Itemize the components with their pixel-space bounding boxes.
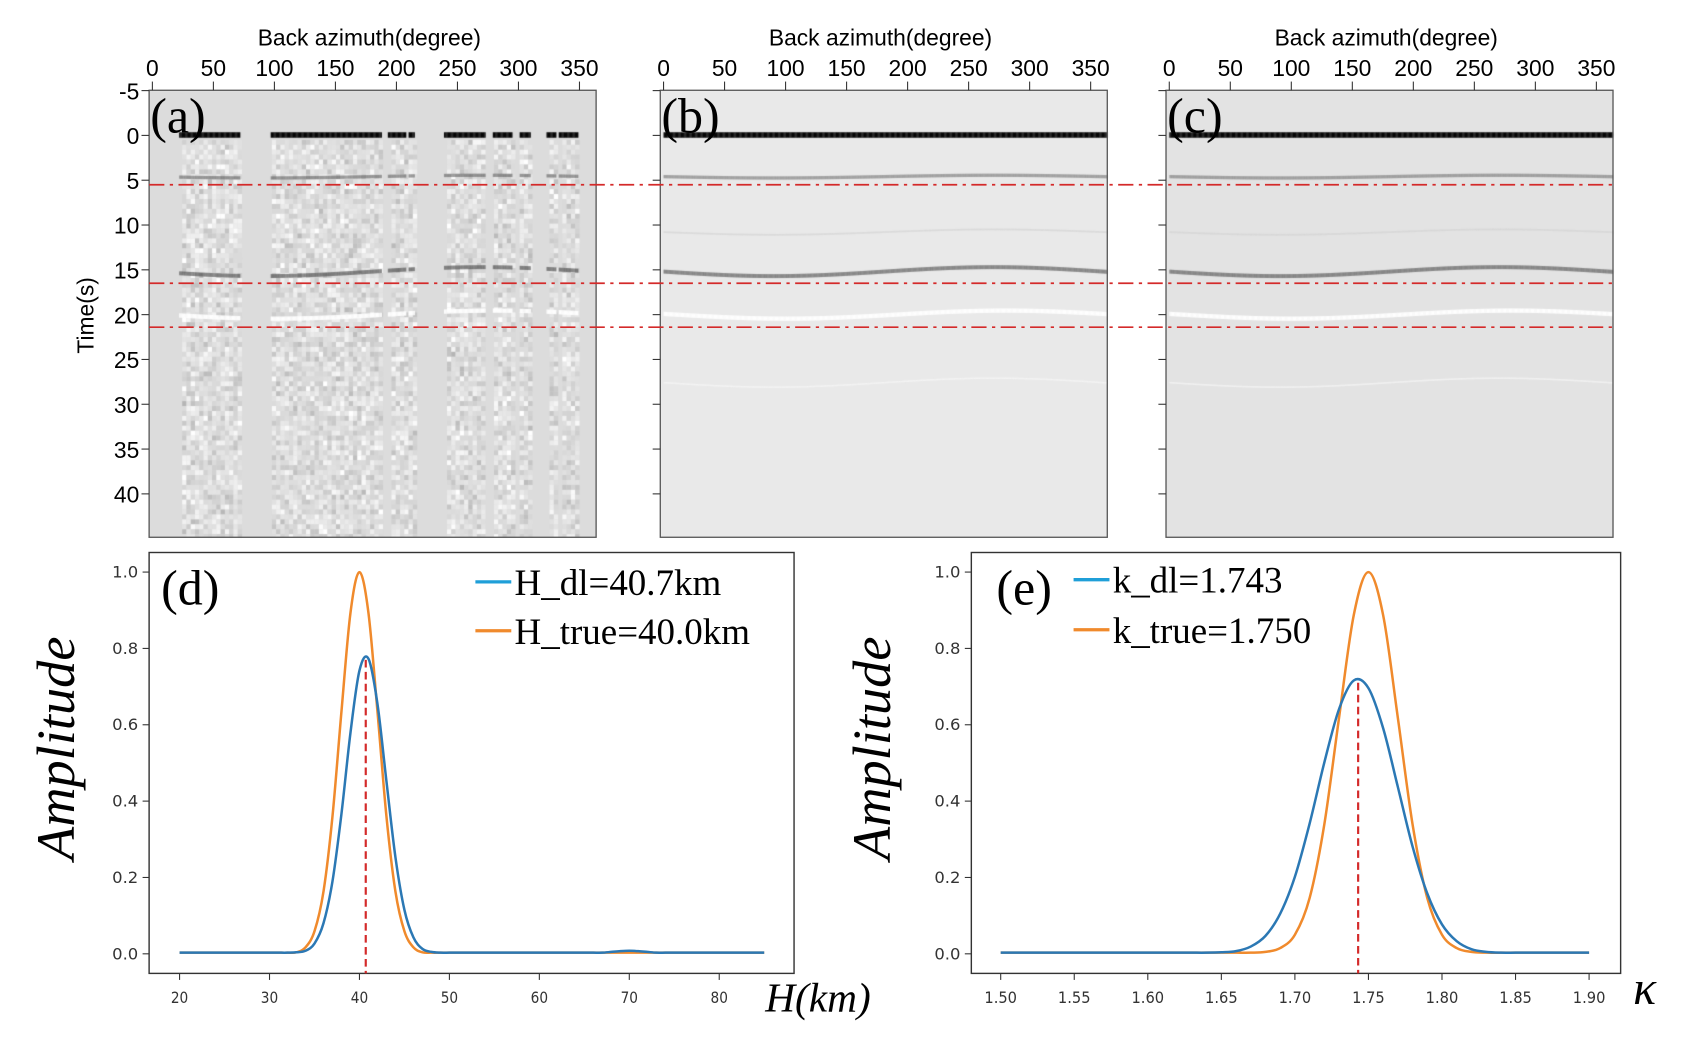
y-tick-label: 0.0 <box>112 944 138 963</box>
y-tick-label: 35 <box>114 437 139 463</box>
y-tick-label: 25 <box>114 347 139 373</box>
x-tick-label: 300 <box>1516 55 1554 81</box>
x-tick-label: 50 <box>1218 55 1243 81</box>
x-tick-label: 300 <box>499 55 537 81</box>
panel-label: (e) <box>996 560 1052 616</box>
y-tick-label: 0.2 <box>934 868 960 887</box>
x-axis-label: Back azimuth(degree) <box>769 25 992 51</box>
x-tick-label: 250 <box>438 55 476 81</box>
y-tick-label: 30 <box>114 392 139 418</box>
x-tick-label: 1.90 <box>1573 988 1606 1007</box>
x-tick-label: 0 <box>1163 55 1176 81</box>
x-tick-label: 200 <box>889 55 927 81</box>
x-tick-label: 70 <box>621 988 638 1007</box>
x-tick-label: 1.55 <box>1058 988 1091 1007</box>
x-tick-label: 350 <box>560 55 598 81</box>
y-tick-label: 20 <box>114 302 139 328</box>
plot-frame <box>148 551 795 975</box>
x-tick-label: 250 <box>950 55 988 81</box>
panel-b: Back azimuth(degree) 0 50 100 150 200 250 300 35… <box>652 25 1110 538</box>
x-axis-label: Back azimuth(degree) <box>258 25 481 51</box>
x-tick-label: 300 <box>1011 55 1049 81</box>
x-tick-label: 1.50 <box>984 988 1017 1007</box>
x-tick-label: 200 <box>1394 55 1432 81</box>
y-tick-label: 15 <box>114 258 139 284</box>
panel-label: (a) <box>150 88 206 144</box>
panel-d: 20 30 40 50 60 70 80 0.0 0.2 0.4 0.6 0.8 1.0 H_dl=40.… <box>26 551 871 1021</box>
x-tick-label: 1.75 <box>1352 988 1385 1007</box>
x-tick-label: 1.65 <box>1205 988 1238 1007</box>
x-tick-label: 80 <box>711 988 728 1007</box>
x-tick-label: 1.80 <box>1426 988 1459 1007</box>
y-tick-label: -5 <box>119 78 139 104</box>
panel-c: Back azimuth(degree) 0 50 100 150 200 250 300 35… <box>1158 25 1615 538</box>
y-tick-label: 0 <box>127 123 140 149</box>
y-tick-label: 0.2 <box>112 868 138 887</box>
series-line-k-dl <box>1000 677 1590 954</box>
x-tick-label: 20 <box>171 988 188 1007</box>
x-tick-label: 0 <box>657 55 670 81</box>
panel-e: 1.50 1.55 1.60 1.65 1.70 1.75 1.80 1.85 1.90 0.0 0… <box>842 551 1657 1015</box>
y-axis-label: Amplitude <box>26 637 86 863</box>
y-tick-label: 0.6 <box>112 715 138 734</box>
y-tick-label: 1.0 <box>112 563 138 582</box>
panel-a: Back azimuth(degree)0 50 100 150 200 250 300 35… <box>73 25 599 538</box>
y-tick-label: 1.0 <box>934 563 960 582</box>
x-axis-label: κ <box>1633 962 1657 1015</box>
plot-frame <box>1165 89 1614 538</box>
panel-label: (b) <box>661 88 719 144</box>
plot-frame <box>148 89 597 538</box>
x-tick-label: 1.60 <box>1131 988 1164 1007</box>
legend-label: k_dl=1.743 <box>1113 560 1283 601</box>
x-tick-label: 350 <box>1072 55 1110 81</box>
x-tick-label: 1.70 <box>1279 988 1312 1007</box>
x-axis-label: Back azimuth(degree) <box>1275 25 1498 51</box>
series-line-h-dl <box>179 655 765 954</box>
legend-label: H_dl=40.7km <box>515 562 722 603</box>
x-tick-label: 40 <box>351 988 368 1007</box>
y-tick-label: 0.4 <box>112 792 138 811</box>
x-tick-label: 150 <box>1333 55 1371 81</box>
y-axis-label: Time(s) <box>73 277 99 354</box>
panel-label: (d) <box>161 560 219 616</box>
y-tick-label: 5 <box>127 168 140 194</box>
plot-frame <box>970 551 1622 975</box>
legend-label: H_true=40.0km <box>515 611 751 652</box>
x-tick-label: 1.85 <box>1499 988 1532 1007</box>
x-tick-label: 30 <box>261 988 278 1007</box>
x-tick-label: 50 <box>441 988 458 1007</box>
panel-label: (c) <box>1167 88 1223 144</box>
y-axis-label: Amplitude <box>842 637 902 863</box>
x-tick-label: 0 <box>146 55 159 81</box>
x-tick-label: 60 <box>531 988 548 1007</box>
x-tick-label: 150 <box>316 55 354 81</box>
x-tick-label: 100 <box>767 55 805 81</box>
plot-frame <box>659 89 1108 538</box>
legend-label: k_true=1.750 <box>1113 610 1311 651</box>
x-tick-label: 100 <box>255 55 293 81</box>
y-tick-label: 0.8 <box>112 639 138 658</box>
x-tick-label: 350 <box>1577 55 1615 81</box>
y-tick-label: 40 <box>114 482 139 508</box>
x-tick-label: 100 <box>1272 55 1310 81</box>
x-tick-label: 50 <box>201 55 226 81</box>
x-tick-label: 150 <box>828 55 866 81</box>
x-tick-label: 250 <box>1455 55 1493 81</box>
y-tick-label: 0.6 <box>934 715 960 734</box>
y-tick-label: 0.4 <box>934 792 960 811</box>
x-tick-label: 50 <box>712 55 737 81</box>
x-axis-label: H(km) <box>764 974 871 1021</box>
y-tick-label: 0.8 <box>934 639 960 658</box>
y-tick-label: 0.0 <box>934 944 960 963</box>
x-tick-label: 200 <box>377 55 415 81</box>
y-tick-label: 10 <box>114 213 139 239</box>
